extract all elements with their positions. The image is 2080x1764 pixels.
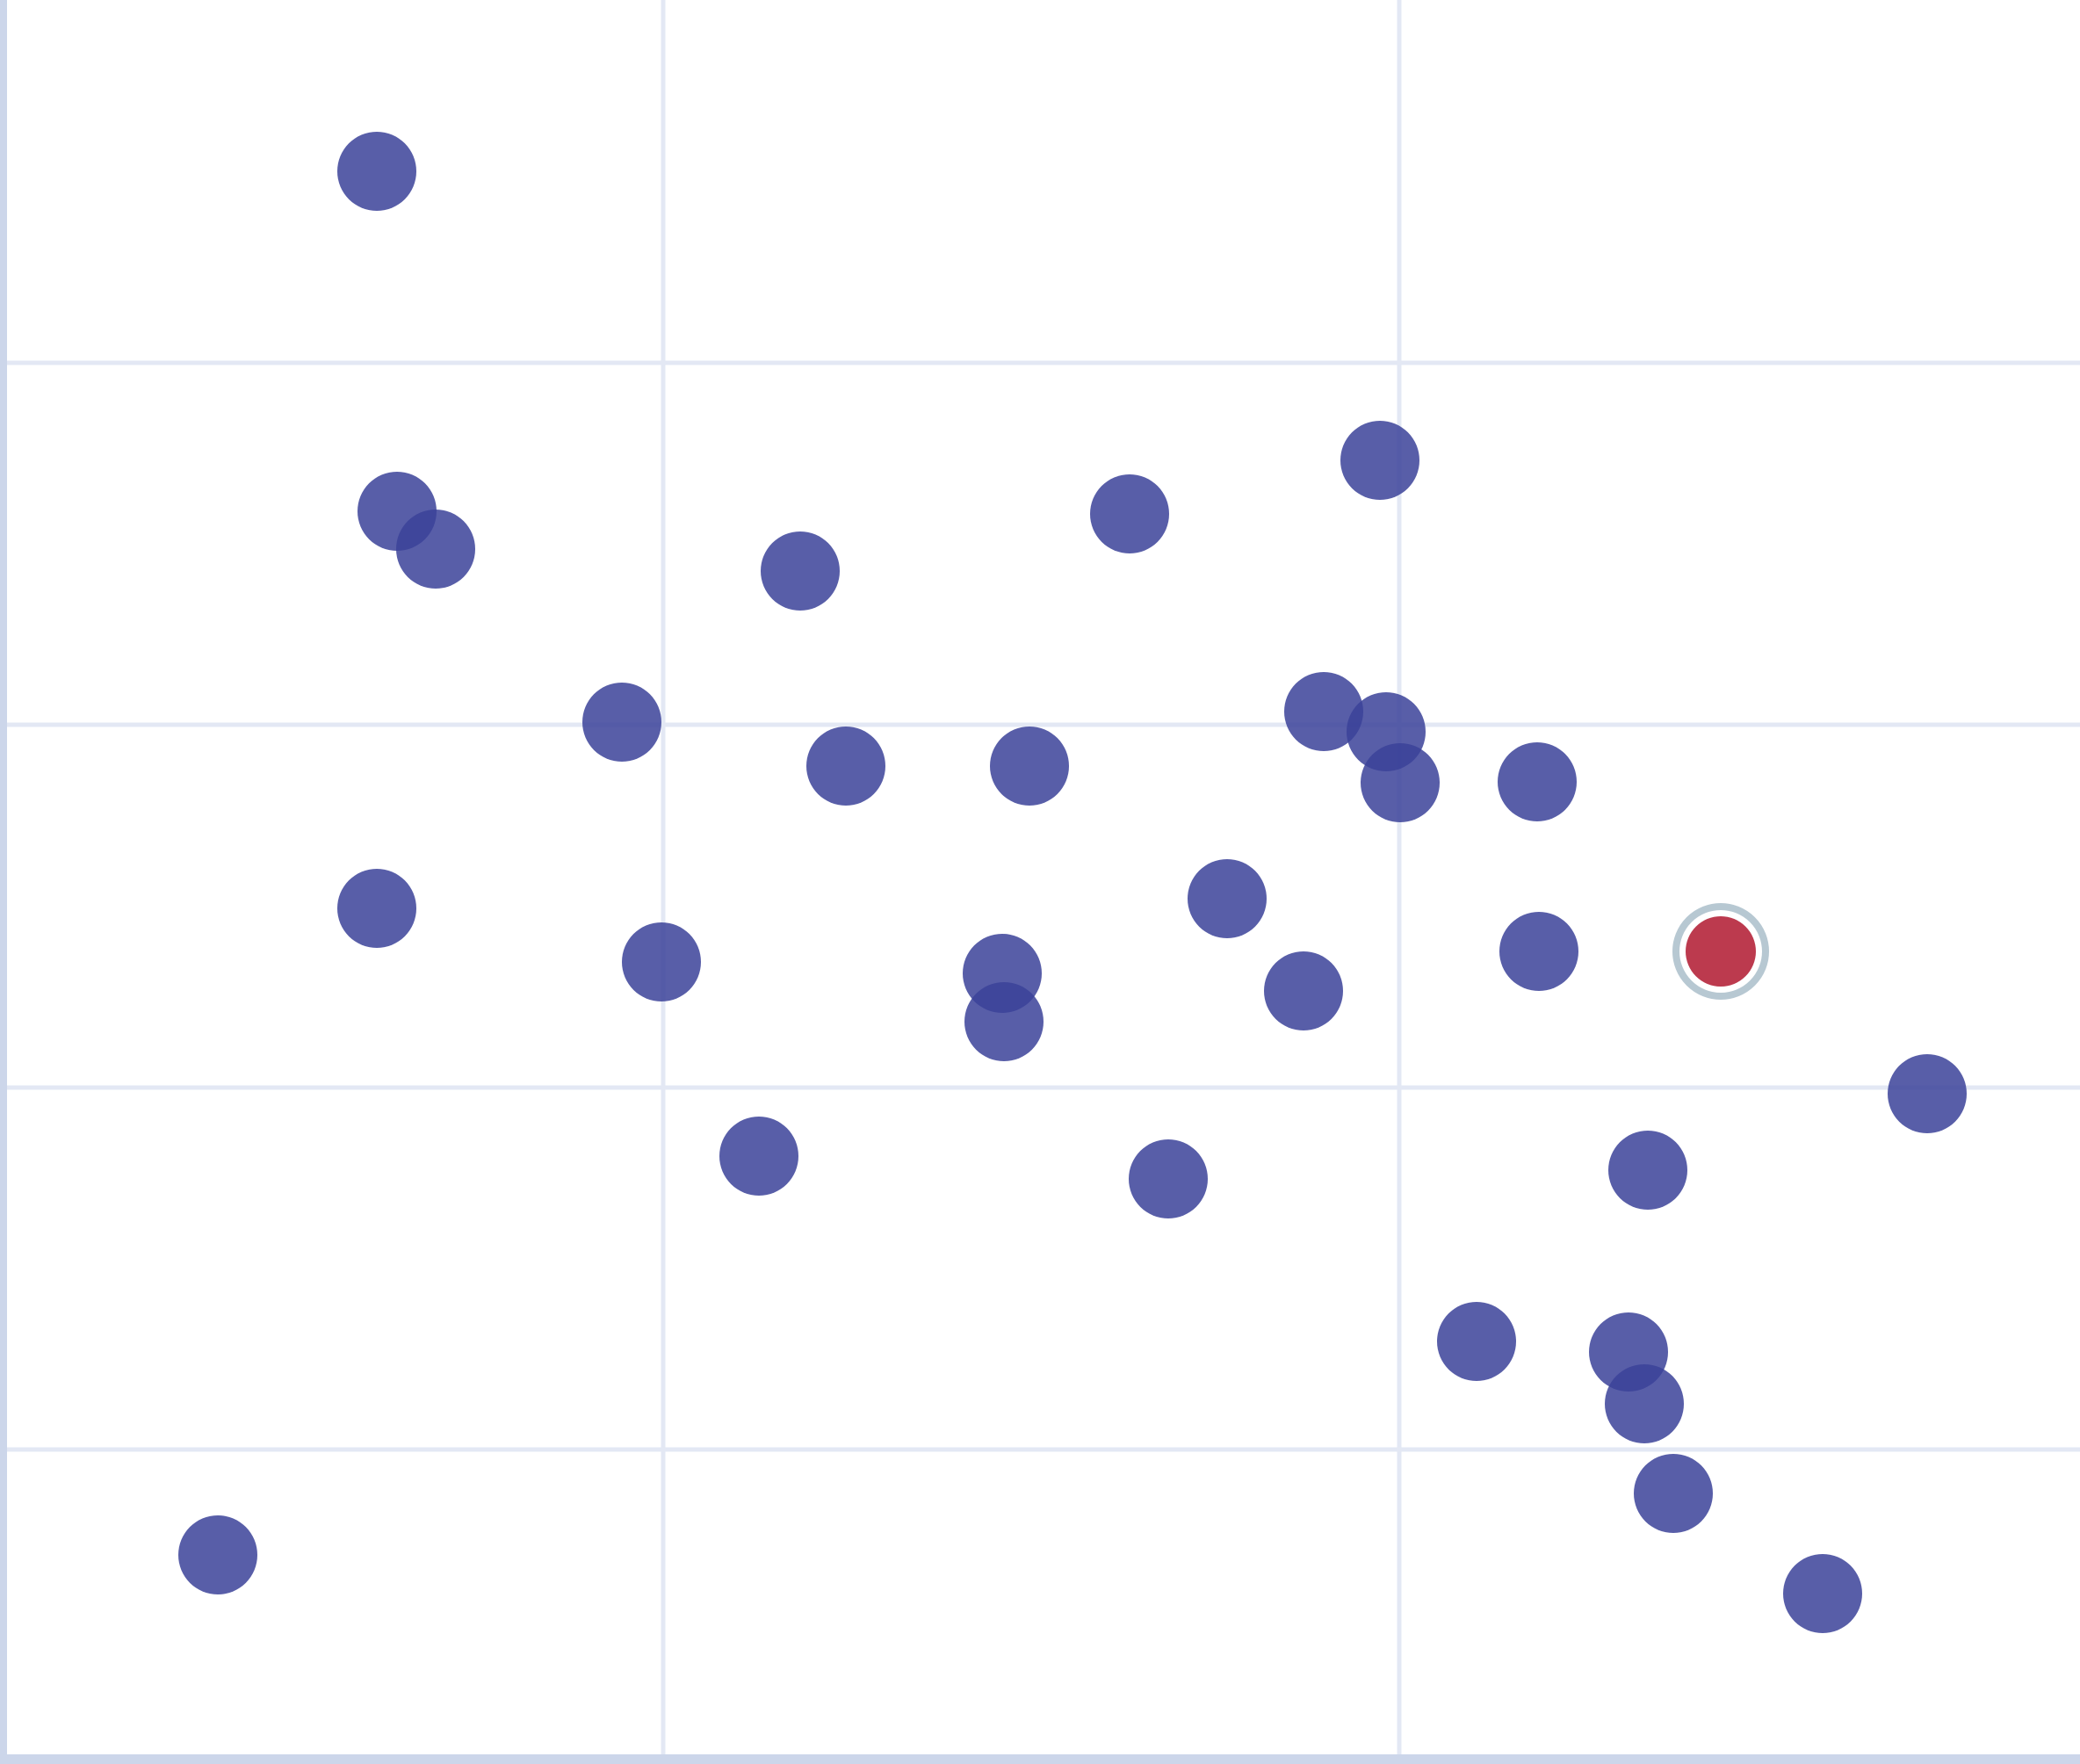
data-point[interactable] — [1129, 1139, 1208, 1218]
data-point[interactable] — [1499, 912, 1578, 991]
data-point[interactable] — [582, 683, 661, 762]
data-point[interactable] — [1188, 859, 1267, 938]
data-point[interactable] — [1264, 951, 1343, 1030]
data-point[interactable] — [1090, 474, 1169, 553]
data-point[interactable] — [622, 922, 701, 1001]
data-point[interactable] — [1498, 742, 1577, 821]
data-point[interactable] — [1634, 1454, 1713, 1533]
data-point[interactable] — [719, 1117, 798, 1196]
data-point[interactable] — [806, 727, 885, 806]
data-point[interactable] — [337, 869, 416, 948]
data-point[interactable] — [1783, 1554, 1862, 1633]
data-point[interactable] — [1437, 1302, 1516, 1381]
data-point[interactable] — [1284, 672, 1363, 751]
data-point[interactable] — [1608, 1131, 1687, 1210]
x-axis-line — [0, 1754, 2080, 1764]
data-point[interactable] — [396, 510, 475, 589]
data-point[interactable] — [337, 132, 416, 211]
data-point[interactable] — [1605, 1364, 1684, 1443]
y-axis-line — [0, 0, 7, 1764]
data-point[interactable] — [178, 1515, 257, 1594]
data-point[interactable] — [761, 531, 840, 611]
data-point[interactable] — [964, 982, 1044, 1061]
data-point[interactable] — [1340, 421, 1419, 500]
data-point[interactable] — [990, 727, 1069, 806]
data-point[interactable] — [1888, 1054, 1967, 1133]
highlighted-data-point[interactable] — [1686, 916, 1756, 987]
data-point[interactable] — [1361, 743, 1440, 822]
